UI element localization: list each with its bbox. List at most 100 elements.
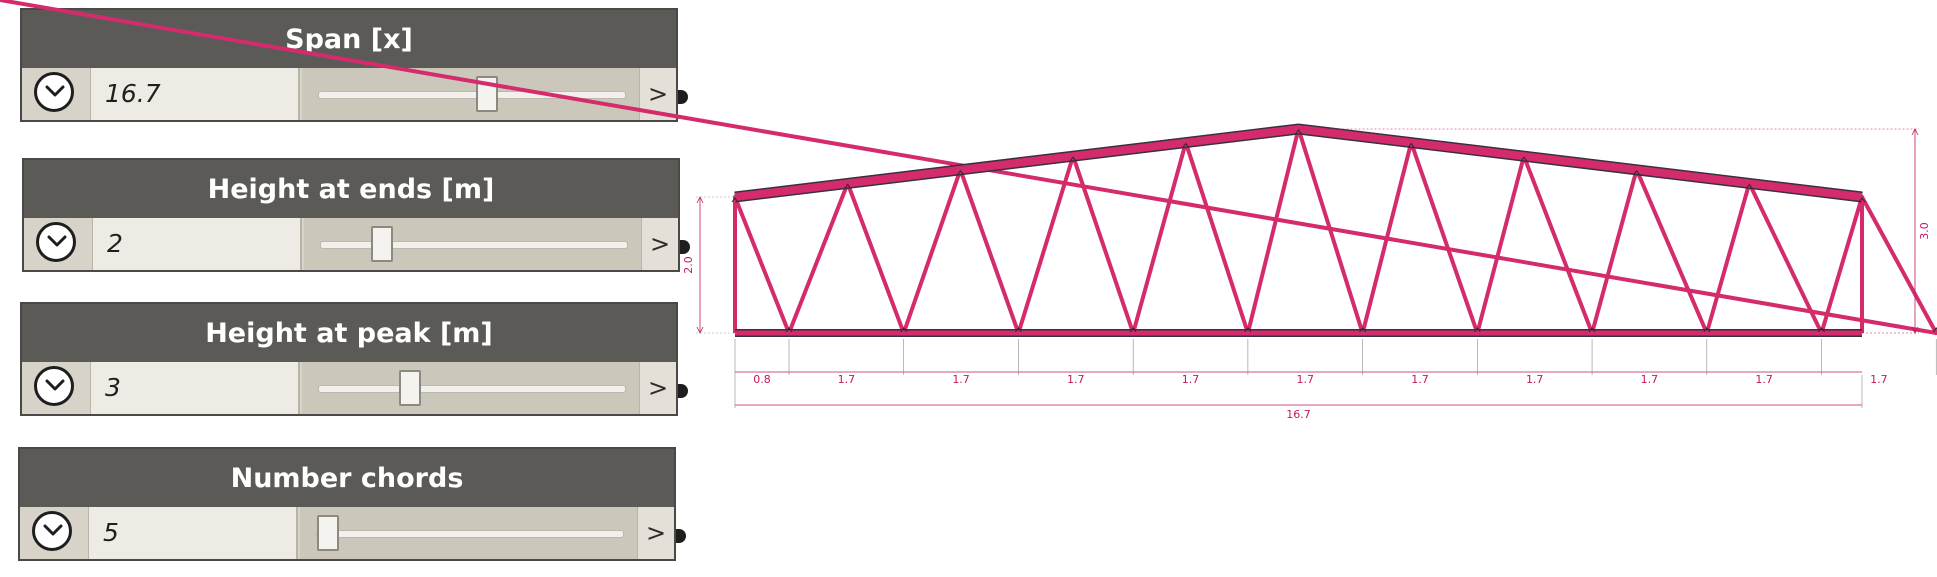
number-chords-output-port[interactable] — [676, 529, 686, 543]
number-chords-slider-track[interactable] — [316, 530, 624, 538]
height-at-ends-slider-title: Height at ends [m] — [207, 174, 495, 205]
height-at-peak-toggle-button[interactable] — [34, 366, 74, 406]
truss-node-marker — [1359, 327, 1367, 333]
truss-diagonal — [1590, 167, 1639, 335]
truss-node-marker — [1473, 327, 1481, 333]
truss-node-marker — [1633, 169, 1640, 176]
segment-dimension-label: 1.7 — [1526, 373, 1544, 386]
chevron-down-icon — [45, 379, 65, 391]
segment-dimension-label: 1.7 — [838, 373, 856, 386]
span-slider-body: 16.7 > — [22, 68, 676, 120]
number-chords-expand-button[interactable]: > — [637, 507, 674, 559]
span-value-field[interactable]: 16.7 — [90, 68, 300, 120]
truss-node-marker — [900, 327, 908, 333]
height-at-peak-slider-title: Height at peak [m] — [205, 318, 493, 349]
truss-top-chord — [734, 124, 1863, 201]
span-slider-node: Span [x] 16.7 > — [20, 8, 678, 122]
span-slider-toggle-button[interactable] — [34, 72, 74, 112]
truss-node-marker — [844, 183, 852, 189]
truss-node-marker — [1520, 156, 1528, 162]
height-at-ends-slider[interactable] — [304, 218, 644, 270]
truss-node-marker — [1015, 327, 1022, 333]
height-at-ends-slider-track[interactable] — [320, 241, 628, 249]
height-at-peak-value-field[interactable]: 3 — [90, 362, 300, 414]
truss-node-marker — [731, 197, 739, 203]
truss-diagonal — [845, 181, 906, 335]
truss-node-marker — [1745, 183, 1753, 189]
truss-diagonal — [901, 167, 963, 335]
truss-diagonal — [1634, 167, 1709, 335]
height-at-peak-slider[interactable] — [302, 362, 642, 414]
segment-dimension-label: 1.7 — [1067, 373, 1085, 386]
truss-diagonal — [1860, 195, 1937, 335]
segment-dimension-label: 1.7 — [1755, 373, 1773, 386]
height-at-peak-slider-body: 3 > — [22, 362, 676, 414]
span-slider-track[interactable] — [318, 91, 626, 99]
span-output-port[interactable] — [678, 90, 688, 104]
height-at-ends-value-field[interactable]: 2 — [92, 218, 302, 270]
chevron-down-icon — [47, 235, 67, 247]
span-slider[interactable] — [302, 68, 642, 120]
end-height-label: 2.0 — [682, 256, 695, 274]
height-at-peak-slider-thumb[interactable] — [399, 370, 422, 406]
number-chords-slider-node: Number chords 5 > — [18, 447, 676, 561]
truss-diagonal — [1475, 154, 1526, 335]
truss-diagonal — [1131, 140, 1188, 335]
truss-diagonal — [786, 181, 850, 335]
truss-node-marker — [957, 169, 964, 176]
truss-diagonal — [1409, 140, 1480, 335]
truss-diagonal — [1245, 127, 1301, 335]
truss-node-marker — [785, 327, 793, 333]
height-at-ends-slider-thumb[interactable] — [370, 226, 393, 262]
truss-node-marker — [1295, 129, 1302, 135]
truss-node-marker — [1129, 327, 1137, 333]
truss-node-marker — [1182, 142, 1190, 148]
height-at-ends-output-port[interactable] — [680, 240, 690, 254]
height-at-peak-slider-track[interactable] — [318, 385, 626, 393]
truss-node-marker — [1244, 327, 1252, 333]
chevron-down-icon — [45, 85, 65, 97]
truss-diagonal — [1016, 154, 1076, 335]
segment-dimension-label: 1.7 — [952, 373, 970, 386]
segment-dimension-label: 1.7 — [1641, 373, 1659, 386]
truss-diagonal — [1747, 181, 1824, 335]
truss-diagonal — [1183, 140, 1250, 335]
chevron-down-icon — [43, 524, 63, 536]
truss-diagonal — [1704, 181, 1752, 335]
truss-node-marker — [1818, 327, 1825, 333]
peak-height-label: 3.0 — [1918, 222, 1931, 240]
truss-node-marker — [1069, 156, 1077, 162]
truss-diagonal — [958, 167, 1021, 335]
height-at-peak-output-port[interactable] — [678, 384, 688, 398]
number-chords-slider[interactable] — [300, 507, 640, 559]
truss-node-marker — [1588, 327, 1596, 333]
number-chords-slider-title: Number chords — [230, 463, 464, 494]
truss-diagonal — [1296, 127, 1365, 335]
total-span-label: 16.7 — [1286, 408, 1311, 421]
truss-node-marker — [1703, 327, 1711, 333]
height-at-ends-slider-body: 2 > — [24, 218, 678, 270]
height-at-peak-slider-node: Height at peak [m] 3 > — [20, 302, 678, 416]
segment-dimension-label: 0.8 — [753, 373, 771, 386]
number-chords-value-field[interactable]: 5 — [88, 507, 298, 559]
truss-node-marker — [1932, 327, 1937, 333]
height-at-ends-expand-button[interactable]: > — [641, 218, 678, 270]
segment-dimension-label: 1.7 — [1870, 373, 1888, 386]
span-slider-title: Span [x] — [285, 24, 413, 55]
height-at-ends-toggle-button[interactable] — [36, 222, 76, 262]
number-chords-toggle-button[interactable] — [32, 511, 72, 551]
truss-diagonal — [733, 195, 791, 335]
segment-dimension-label: 1.7 — [1182, 373, 1200, 386]
truss-diagonal — [1071, 154, 1136, 335]
segment-dimension-label: 1.7 — [1411, 373, 1429, 386]
number-chords-slider-body: 5 > — [20, 507, 674, 559]
height-at-peak-expand-button[interactable]: > — [639, 362, 676, 414]
truss-diagonal — [1819, 195, 1864, 335]
height-at-ends-slider-node: Height at ends [m] 2 > — [22, 158, 680, 272]
truss-top-chord-outline — [734, 123, 1863, 203]
truss-diagonal — [1521, 154, 1595, 335]
number-chords-slider-thumb[interactable] — [317, 515, 340, 551]
segment-dimension-label: 1.7 — [1296, 373, 1314, 386]
truss-node-marker — [1858, 197, 1866, 203]
